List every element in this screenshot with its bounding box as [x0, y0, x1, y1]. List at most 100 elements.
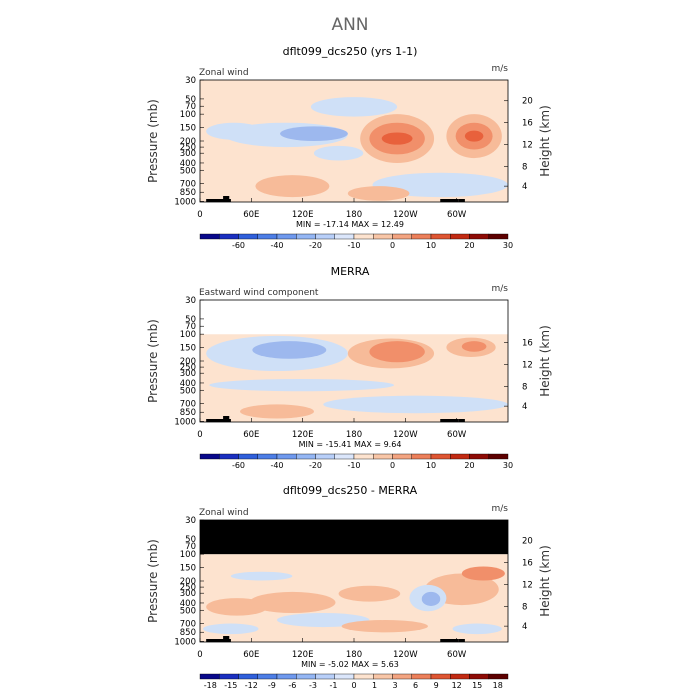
y-tick-label: 850	[180, 628, 196, 638]
y-tick-label: 300	[180, 149, 196, 159]
contour-region	[461, 341, 487, 352]
colorbar-swatch	[488, 233, 509, 240]
panel-title: MERRA	[331, 265, 370, 278]
height-tick-label: 16	[522, 119, 533, 129]
contour-region	[381, 132, 413, 145]
height-tick-label: 20	[522, 537, 533, 547]
colorbar-swatch	[334, 233, 355, 240]
colorbar-label: 20	[464, 461, 474, 470]
y-tick-label: 200	[180, 357, 196, 367]
y-tick-label: 1000	[174, 637, 196, 647]
colorbar-swatch	[450, 673, 470, 680]
colorbar-label: -9	[268, 681, 276, 690]
topography	[458, 199, 465, 202]
colorbar-label: 18	[493, 681, 503, 690]
contour-region	[461, 566, 505, 581]
colorbar-swatch	[373, 233, 393, 240]
x-tick-label: 0	[197, 430, 202, 440]
y-tick-label: 300	[180, 589, 196, 599]
colorbar-label: -6	[288, 681, 296, 690]
colorbar-swatch	[257, 673, 278, 680]
colorbar-swatch	[315, 233, 335, 240]
contour-region	[310, 97, 398, 117]
height-tick-label: 8	[522, 163, 527, 173]
colorbar-swatch	[430, 233, 451, 240]
topography	[458, 419, 465, 422]
y-tick-label: 70	[185, 322, 196, 332]
colorbar-label: -60	[232, 241, 245, 250]
height-tick-label: 12	[522, 361, 533, 371]
colorbar-label: -60	[232, 461, 245, 470]
main-title: ANN	[331, 15, 368, 35]
colorbar-swatch	[276, 233, 297, 240]
y-tick-label: 30	[185, 76, 196, 86]
colorbar-label: -18	[204, 681, 217, 690]
x-tick-label: 180	[346, 650, 362, 660]
colorbar-swatch	[411, 453, 432, 460]
colorbar-label: -40	[270, 241, 283, 250]
colorbar-label: 10	[426, 241, 436, 250]
colorbar-label: 0	[390, 241, 395, 250]
colorbar-label: 6	[413, 681, 418, 690]
colorbar-label: -10	[347, 241, 360, 250]
colorbar-swatch	[334, 453, 355, 460]
y-tick-label: 500	[180, 606, 196, 616]
colorbar-label: 3	[393, 681, 398, 690]
height-tick-label: 20	[522, 97, 533, 107]
x-tick-label: 120E	[292, 650, 314, 660]
x-tick-label: 120E	[292, 430, 314, 440]
height-tick-label: 8	[522, 383, 527, 393]
colorbar-swatch	[392, 673, 412, 680]
colorbar-swatch	[353, 233, 374, 240]
colorbar-swatch	[257, 233, 278, 240]
x-tick-label: 60E	[243, 430, 259, 440]
x-tick-label: 180	[346, 210, 362, 220]
y-tick-label: 30	[185, 296, 196, 306]
contour-region	[323, 395, 508, 414]
colorbar-label: 0	[351, 681, 356, 690]
colorbar-swatch	[353, 453, 374, 460]
panel-title: dflt099_dcs250 (yrs 1-1)	[283, 45, 418, 58]
colorbar-label: 10	[426, 461, 436, 470]
missing-data-region	[200, 300, 508, 335]
panel-title: dflt099_dcs250 - MERRA	[283, 484, 418, 497]
colorbar-swatch	[411, 233, 432, 240]
height-tick-label: 4	[522, 182, 527, 192]
units-label: m/s	[492, 284, 509, 294]
y-tick-label: 700	[180, 180, 196, 190]
colorbar: -18 -15 -12 -9 -6 -3 -1 0 1 3 6 9 12 15 18	[199, 673, 509, 690]
y-tick-label: 50	[185, 315, 196, 325]
y-tick-label: 250	[180, 363, 196, 373]
colorbar-swatch	[373, 673, 393, 680]
topography	[440, 199, 459, 202]
contour-field	[200, 80, 508, 202]
topography	[223, 636, 230, 639]
height-tick-label: 4	[522, 402, 527, 412]
colorbar-label: 20	[464, 241, 474, 250]
y2-axis-title: Height (km)	[538, 105, 552, 176]
x-tick-label: 60W	[447, 430, 467, 440]
y-tick-label: 400	[180, 599, 196, 609]
height-tick-label: 4	[522, 622, 527, 632]
y-tick-label: 200	[180, 137, 196, 147]
x-tick-label: 0	[197, 650, 202, 660]
y-tick-label: 100	[180, 330, 196, 340]
colorbar-swatch	[219, 233, 239, 240]
height-tick-label: 12	[522, 141, 533, 151]
colorbar-label: 0	[390, 461, 395, 470]
y-tick-label: 50	[185, 95, 196, 105]
y2-axis-title: Height (km)	[538, 325, 552, 396]
colorbar-swatch	[392, 233, 412, 240]
y-tick-label: 100	[180, 110, 196, 120]
colorbar-swatch	[392, 453, 412, 460]
colorbar-swatch	[469, 453, 489, 460]
colorbar-swatch	[199, 453, 220, 460]
colorbar-swatch	[469, 673, 489, 680]
contour-region	[249, 591, 336, 614]
colorbar-label: 12	[452, 681, 462, 690]
x-tick-label: 120W	[393, 210, 418, 220]
masked-region	[200, 520, 508, 555]
colorbar-label: -40	[270, 461, 283, 470]
y2-axis-title: Height (km)	[538, 545, 552, 616]
